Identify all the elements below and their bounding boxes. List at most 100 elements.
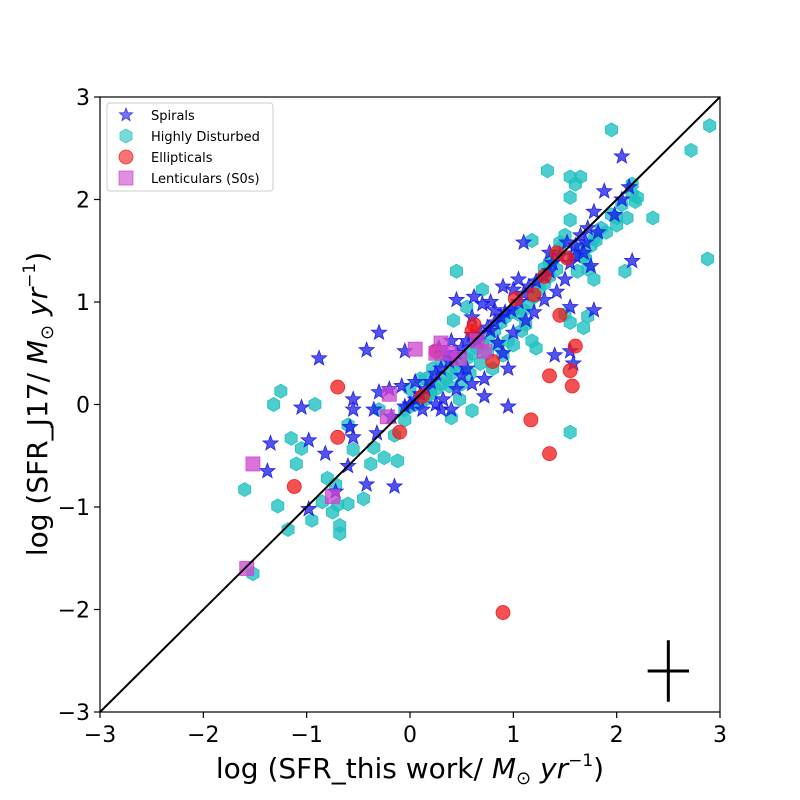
legend-label: Ellipticals [151, 151, 213, 166]
legend-square-swatch [118, 170, 134, 186]
star-point [574, 243, 593, 261]
star-point [261, 434, 280, 451]
square-point [379, 409, 395, 425]
circle-point [552, 307, 568, 323]
star-point [486, 301, 504, 318]
star-point [357, 475, 376, 492]
hexagon-point [367, 440, 381, 456]
hexagon-point [333, 526, 347, 542]
star-point [465, 287, 483, 305]
hexagon-point [599, 224, 613, 240]
error-bar-cross [647, 640, 689, 702]
hexagon-point [274, 383, 288, 399]
y-tick-label: −3 [58, 701, 90, 726]
hexagon-point [465, 403, 479, 419]
x-axis-ticks: −3 −2 −1 0 1 2 3 [84, 712, 727, 748]
y-tick-label: −2 [58, 599, 90, 624]
hexagon-point [563, 189, 577, 205]
star-point [585, 301, 603, 318]
hexagon-point [377, 450, 391, 466]
x-axis-label: log (SFR_this work/ M⊙ yr−1) [216, 751, 604, 789]
hexagon-point [618, 263, 632, 279]
circle-point [330, 379, 346, 395]
x-tick-label: 0 [403, 723, 417, 748]
hexagon-point [563, 424, 577, 440]
square-point [381, 386, 397, 402]
legend-label: Lenticulars (S0s) [151, 172, 260, 187]
star-point [623, 251, 641, 269]
hexagon-point [703, 118, 717, 134]
star-point [427, 395, 445, 412]
hexagon-point [357, 491, 370, 507]
star-point [494, 344, 512, 361]
circle-point [542, 368, 557, 384]
hexagon-point [525, 233, 539, 248]
hexagon-point [563, 212, 577, 228]
circle-point [526, 287, 542, 303]
legend-hexagon-swatch [119, 128, 133, 144]
x-tick-label: 3 [713, 723, 727, 748]
star-point [452, 366, 471, 384]
circle-point [330, 429, 346, 445]
star-point [576, 233, 595, 250]
hexagon-point [446, 312, 460, 328]
star-point [475, 369, 494, 387]
square-point [325, 489, 340, 505]
square-point [407, 341, 423, 357]
y-axis-label: log (SFR_J17/ M⊙ yr−1) [20, 252, 58, 556]
one-to-one-line [99, 96, 721, 713]
star-point [427, 364, 445, 382]
hexagon-point [308, 397, 322, 412]
x-tick-label: 2 [610, 723, 624, 748]
square-point [428, 345, 444, 361]
legend-star-swatch [118, 106, 134, 122]
circle-point [414, 388, 430, 404]
legend-circle-swatch [118, 149, 134, 165]
hexagon-point [391, 453, 405, 469]
star-point [489, 333, 507, 351]
star-point [475, 387, 494, 404]
y-axis-ticks: −3 −2 −1 0 1 2 3 [58, 86, 100, 726]
legend: Spirals Highly Disturbed Ellipticals Lentic… [106, 102, 274, 192]
star-point [582, 256, 600, 274]
y-tick-label: 3 [76, 86, 90, 111]
star-point [316, 444, 334, 462]
series-square [239, 333, 492, 576]
circle-point [392, 424, 408, 440]
hexagon-point [540, 163, 554, 179]
hexagon-point [450, 263, 463, 279]
star-point [585, 202, 603, 220]
star-point [344, 400, 362, 418]
star-point [517, 311, 535, 328]
star-point [370, 323, 388, 341]
star-point [365, 400, 383, 418]
hexagon-point [341, 496, 355, 512]
star-point [447, 379, 466, 397]
star-point [545, 346, 564, 363]
x-tick-label: −3 [84, 723, 116, 748]
star-point [463, 374, 481, 392]
star-point [514, 233, 533, 250]
hexagon-point [684, 142, 698, 158]
star-point [406, 372, 424, 390]
star-point [442, 400, 461, 418]
hexagon-point [281, 522, 295, 538]
star-point [509, 270, 528, 287]
hexagon-point [364, 456, 378, 472]
hexagon-point [529, 340, 543, 356]
hexagon-point [453, 391, 467, 407]
star-point [494, 277, 512, 295]
legend-label: Highly Disturbed [151, 130, 260, 145]
hexagon-point [587, 271, 601, 287]
data-points [238, 118, 717, 620]
y-tick-label: 1 [76, 291, 90, 316]
star-point [558, 233, 576, 250]
star-point [393, 376, 411, 394]
hexagon-point [605, 122, 618, 138]
star-point [481, 321, 500, 339]
circle-point [523, 412, 539, 428]
star-point [458, 359, 476, 377]
star-point [561, 297, 579, 315]
circle-point [542, 446, 557, 462]
hexagon-point [646, 210, 660, 226]
